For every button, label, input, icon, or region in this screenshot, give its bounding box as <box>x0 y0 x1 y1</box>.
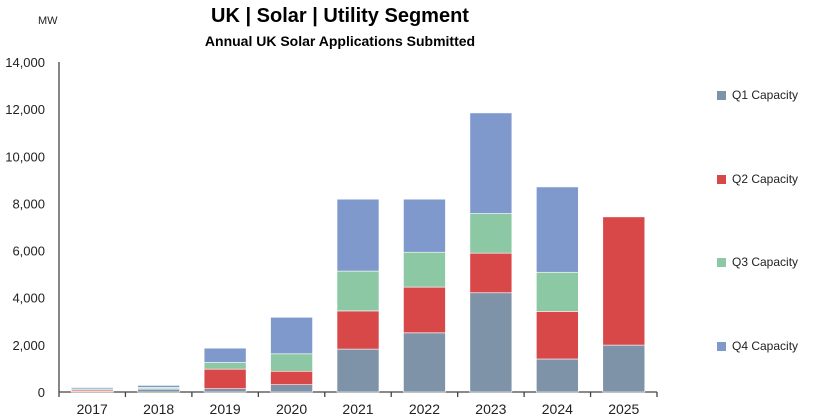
legend-label: Q4 Capacity <box>732 339 799 353</box>
bar-q4-capacity-2022 <box>403 198 446 253</box>
bar-q4-capacity-2017 <box>70 387 114 390</box>
bar-q2-capacity-2022 <box>403 286 446 334</box>
bar-q1-capacity-2022 <box>403 332 446 393</box>
legend-item: Q1 Capacity <box>717 88 798 102</box>
x-tick-label: 2018 <box>143 401 174 417</box>
bar-q1-capacity-2020 <box>270 384 313 393</box>
bar-q3-capacity-2019 <box>203 362 247 370</box>
bar-q4-capacity-2018 <box>137 385 180 388</box>
legend-label: Q3 Capacity <box>732 255 799 269</box>
bar-q4-capacity-2024 <box>536 186 579 273</box>
bar-q1-capacity-2019 <box>203 388 247 393</box>
legend-label: Q2 Capacity <box>732 172 799 186</box>
x-tick-label: 2020 <box>276 401 307 417</box>
legend-swatch <box>717 90 726 100</box>
bar-q3-capacity-2024 <box>536 271 579 312</box>
bar-q1-capacity-2018 <box>137 388 180 393</box>
bar-q2-capacity-2020 <box>270 370 313 385</box>
bar-q1-capacity-2024 <box>536 358 579 393</box>
bar-q4-capacity-2023 <box>469 112 513 214</box>
bar-q1-capacity-2021 <box>336 348 380 393</box>
x-tick-label: 2021 <box>342 401 373 417</box>
bar-q4-capacity-2021 <box>336 198 380 272</box>
bar-q2-capacity-2025 <box>602 216 646 346</box>
y-tick-label: 0 <box>38 385 45 400</box>
bar-q3-capacity-2020 <box>270 353 313 372</box>
bar-q2-capacity-2021 <box>336 310 380 350</box>
x-tick-label: 2025 <box>608 401 639 417</box>
x-tick-label: 2019 <box>210 401 241 417</box>
bar-q4-capacity-2019 <box>203 347 247 363</box>
chart-title: UK | Solar | Utility Segment <box>211 5 469 27</box>
legend-item: Q2 Capacity <box>717 172 798 186</box>
bar-q3-capacity-2021 <box>336 270 380 312</box>
legend-item: Q4 Capacity <box>717 339 798 353</box>
bar-q3-capacity-2023 <box>469 213 513 254</box>
legend-swatch <box>717 257 726 267</box>
bar-q3-capacity-2022 <box>403 251 446 288</box>
legend-item: Q3 Capacity <box>717 255 798 269</box>
bar-q2-capacity-2023 <box>469 252 513 294</box>
bar-q1-capacity-2023 <box>469 292 513 393</box>
y-tick-label: 2,000 <box>12 338 45 353</box>
bar-q2-capacity-2024 <box>536 311 579 360</box>
bar-q1-capacity-2025 <box>602 344 646 393</box>
y-tick-label: 4,000 <box>12 291 45 306</box>
legend-swatch <box>717 341 726 351</box>
x-tick-label: 2024 <box>542 401 573 417</box>
x-tick-label: 2022 <box>409 401 440 417</box>
chart-subtitle: Annual UK Solar Applications Submitted <box>204 33 476 49</box>
x-tick-label: 2023 <box>475 401 506 417</box>
bar-q2-capacity-2019 <box>203 368 247 389</box>
y-tick-label: 8,000 <box>12 196 45 211</box>
bar-q4-capacity-2020 <box>270 316 313 355</box>
y-tick-label: 12,000 <box>5 102 45 117</box>
y-tick-label: 10,000 <box>5 149 45 164</box>
y-tick-label: 14,000 <box>5 55 45 70</box>
legend-label: Q1 Capacity <box>732 88 799 102</box>
y-axis-unit: MW <box>38 15 58 27</box>
legend-swatch <box>717 174 726 184</box>
x-tick-label: 2017 <box>77 401 108 417</box>
y-tick-label: 6,000 <box>12 244 45 259</box>
